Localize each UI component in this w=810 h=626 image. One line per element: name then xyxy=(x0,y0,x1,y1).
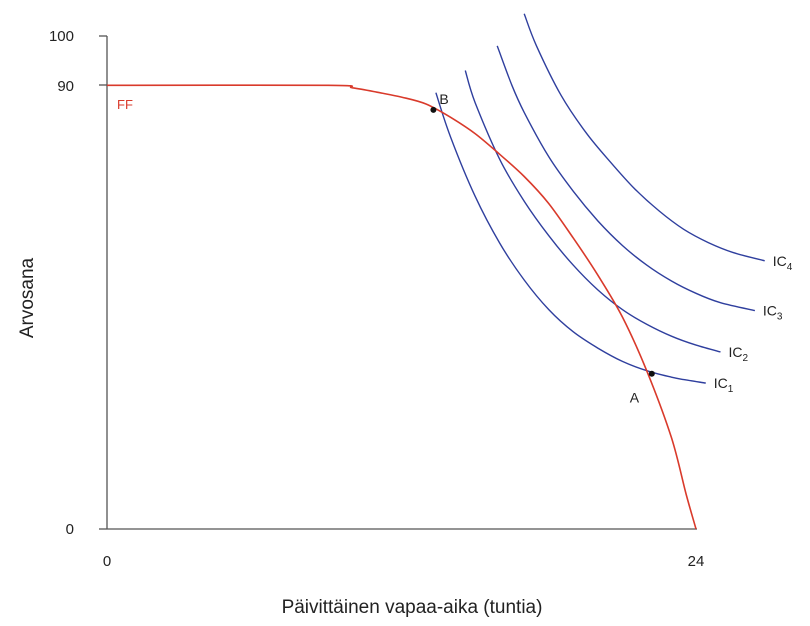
x-tick-24: 24 xyxy=(688,553,705,570)
indifference-curves xyxy=(435,13,765,384)
indifference-curve-4 xyxy=(523,13,765,262)
y-tick-0: 0 xyxy=(66,521,74,538)
indifference-curve-label-4: IC4 xyxy=(773,253,793,273)
point-a xyxy=(648,370,655,377)
y-axis-title: Arvosana xyxy=(17,257,38,338)
points: AB xyxy=(430,91,655,406)
frontier-label: FF xyxy=(117,97,133,112)
x-axis-title: Päivittäinen vapaa-aika (tuntia) xyxy=(282,597,543,618)
indifference-curve-2 xyxy=(464,70,721,353)
indifference-curve-1 xyxy=(435,92,706,384)
indifference-curve-label-2: IC2 xyxy=(729,344,749,364)
y-tick-100: 100 xyxy=(49,28,74,45)
indifference-curve-label-1: IC1 xyxy=(714,375,734,395)
x-tick-0: 0 xyxy=(103,553,111,570)
curve-labels: IC1 IC2 IC3 IC4 xyxy=(714,253,793,395)
point-label-b: B xyxy=(439,91,448,107)
indifference-curve-label-3: IC3 xyxy=(763,303,783,323)
frontier-line xyxy=(106,84,697,530)
y-tick-90: 90 xyxy=(57,78,74,95)
point-label-a: A xyxy=(630,390,640,406)
indifference-curve-3 xyxy=(496,45,756,312)
point-b xyxy=(430,106,437,113)
